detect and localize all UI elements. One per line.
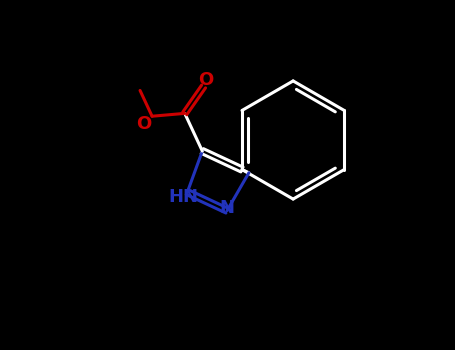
Text: N: N [219,199,234,217]
Text: O: O [136,115,152,133]
Text: HN: HN [168,188,198,206]
Text: O: O [198,71,213,89]
